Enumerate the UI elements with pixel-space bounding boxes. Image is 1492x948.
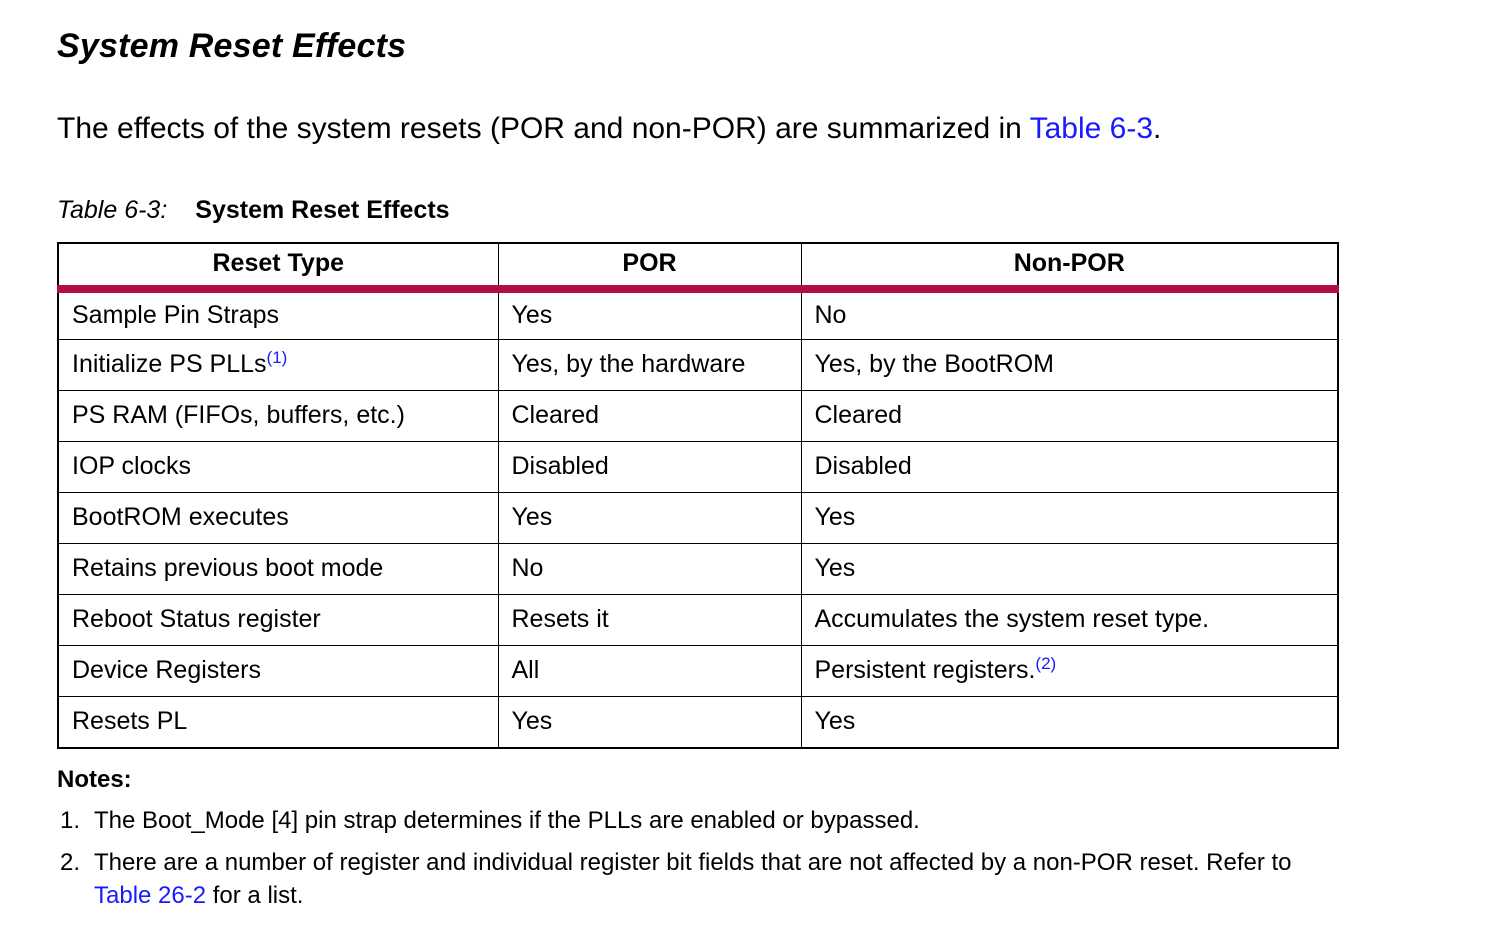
table-row: Initialize PS PLLs(1) Yes, by the hardwa…	[57, 339, 1339, 392]
table-header-row: Reset Type POR Non-POR	[57, 241, 1339, 293]
table-row: Device Registers All Persistent register…	[57, 645, 1339, 698]
footnote-ref-1[interactable]: (1)	[266, 347, 288, 367]
note-text-after: for a list.	[206, 881, 304, 909]
cell-non-por: No	[800, 288, 1339, 341]
cell-por: Cleared	[497, 390, 802, 443]
table-row: Resets PL Yes Yes	[57, 696, 1339, 749]
cell-reset-type: IOP clocks	[57, 441, 499, 494]
note-text-before: There are a number of register and indiv…	[94, 848, 1292, 876]
system-reset-effects-table: Reset Type POR Non-POR Sample Pin Straps…	[57, 241, 1339, 749]
header-non-por: Non-POR	[800, 241, 1339, 293]
table-caption-title: System Reset Effects	[195, 195, 450, 224]
cell-non-por: Cleared	[800, 390, 1339, 443]
cell-reset-type: Resets PL	[57, 696, 499, 749]
cell-non-por: Yes	[800, 696, 1339, 749]
notes-section: Notes: 1. The Boot_Mode [4] pin strap de…	[57, 765, 1347, 912]
cell-por: Yes	[497, 492, 802, 545]
cell-por: Yes	[497, 696, 802, 749]
note-number: 1.	[60, 806, 81, 834]
notes-heading: Notes:	[57, 765, 132, 793]
cell-reset-type: Device Registers	[57, 645, 499, 698]
note-number: 2.	[60, 848, 81, 876]
header-por: POR	[497, 241, 802, 293]
cell-text: Initialize PS PLLs	[72, 349, 267, 378]
note-text: The Boot_Mode [4] pin strap determines i…	[94, 806, 920, 834]
table-row: Reboot Status register Resets it Accumul…	[57, 594, 1339, 647]
cell-reset-type: BootROM executes	[57, 492, 499, 545]
table-row: Sample Pin Straps Yes No	[57, 288, 1339, 341]
table-caption-label: Table 6-3:	[57, 195, 168, 224]
intro-paragraph: The effects of the system resets (POR an…	[57, 111, 1452, 147]
cell-por: All	[497, 645, 802, 698]
cell-por: Resets it	[497, 594, 802, 647]
table-row: BootROM executes Yes Yes	[57, 492, 1339, 545]
cell-non-por: Yes	[800, 543, 1339, 596]
note-item-1: 1. The Boot_Mode [4] pin strap determine…	[57, 804, 1347, 837]
table-row: IOP clocks Disabled Disabled	[57, 441, 1339, 494]
table-6-3-link[interactable]: Table 6-3	[1029, 111, 1154, 145]
cell-por: Yes, by the hardware	[497, 339, 802, 392]
cell-reset-type: Initialize PS PLLs(1)	[57, 339, 499, 392]
cell-por: No	[497, 543, 802, 596]
cell-por: Disabled	[497, 441, 802, 494]
cell-reset-type: Retains previous boot mode	[57, 543, 499, 596]
intro-text-after: .	[1153, 111, 1162, 145]
cell-reset-type: Sample Pin Straps	[57, 288, 499, 341]
cell-non-por: Persistent registers.(2)	[800, 645, 1339, 698]
cell-non-por: Disabled	[800, 441, 1339, 494]
header-reset-type: Reset Type	[57, 241, 499, 293]
note-item-2: 2. There are a number of register and in…	[57, 846, 1347, 912]
table-row: Retains previous boot mode No Yes	[57, 543, 1339, 596]
table-26-2-link[interactable]: Table 26-2	[94, 881, 207, 909]
cell-reset-type: PS RAM (FIFOs, buffers, etc.)	[57, 390, 499, 443]
cell-por: Yes	[497, 288, 802, 341]
cell-non-por: Accumulates the system reset type.	[800, 594, 1339, 647]
intro-text-before: The effects of the system resets (POR an…	[57, 111, 1030, 145]
cell-non-por: Yes, by the BootROM	[800, 339, 1339, 392]
table-caption: Table 6-3: System Reset Effects	[57, 195, 1452, 225]
cell-reset-type: Reboot Status register	[57, 594, 499, 647]
footnote-ref-2[interactable]: (2)	[1035, 653, 1057, 673]
note-text: There are a number of register and indiv…	[94, 846, 1339, 912]
table-row: PS RAM (FIFOs, buffers, etc.) Cleared Cl…	[57, 390, 1339, 443]
document-page: System Reset Effects The effects of the …	[57, 27, 1452, 912]
page-title: System Reset Effects	[57, 27, 407, 65]
cell-text: Persistent registers.	[814, 655, 1036, 684]
cell-non-por: Yes	[800, 492, 1339, 545]
